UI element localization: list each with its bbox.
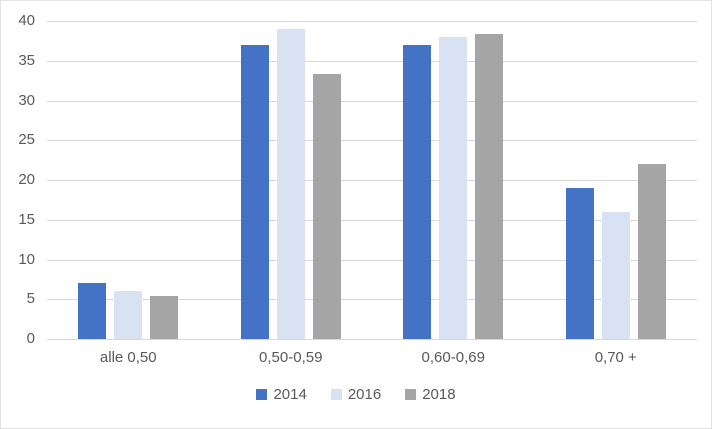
bar-2018: [637, 164, 666, 339]
x-axis-label: 0,70 +: [594, 349, 637, 366]
bar-2016: [439, 37, 468, 339]
gridline: [47, 180, 697, 181]
bar-2018: [150, 296, 179, 339]
gridline: [47, 299, 697, 300]
y-tick-label: 40: [18, 12, 35, 29]
x-axis: alle 0,50 0,50-0,59 0,60-0,69 0,70 +: [47, 349, 697, 366]
legend-item-2018: 2018: [405, 386, 456, 403]
y-tick-label: 30: [18, 92, 35, 109]
legend-label: 2016: [347, 386, 382, 403]
plot-area: [47, 21, 697, 339]
bar-group: [372, 21, 535, 339]
y-tick-label: 15: [18, 211, 35, 228]
bar-2016: [276, 29, 305, 339]
y-tick-label: 25: [18, 131, 35, 148]
bar-2018: [475, 34, 504, 339]
bar-2016: [601, 212, 630, 339]
gridline: [47, 220, 697, 221]
y-tick-label: 10: [18, 251, 35, 268]
gridline: [47, 101, 697, 102]
bar-2014: [240, 45, 269, 339]
bar-2016: [114, 291, 143, 339]
x-axis-label: alle 0,50: [99, 349, 157, 366]
bar-2014: [78, 283, 107, 339]
legend-label: 2018: [422, 386, 456, 403]
legend-item-2014: 2014: [256, 386, 307, 403]
gridline: [47, 140, 697, 141]
bar-group: [47, 21, 210, 339]
x-axis-label: 0,60-0,69: [421, 349, 485, 366]
y-tick-label: 5: [26, 290, 35, 307]
y-tick-label: 20: [18, 171, 35, 188]
bar-2018: [312, 74, 341, 339]
y-tick-label: 0: [26, 330, 35, 347]
bar-group: [535, 21, 698, 339]
legend-item-2016: 2016: [330, 386, 382, 403]
x-axis-label: 0,50-0,59: [259, 349, 323, 366]
legend: 2014 2016 2018: [1, 386, 711, 403]
gridline: [47, 61, 697, 62]
gridline: [47, 21, 697, 22]
bar-group: [210, 21, 373, 339]
gridline: [47, 260, 697, 261]
legend-marker-icon: [330, 389, 342, 400]
legend-marker-icon: [405, 389, 417, 400]
bar-2014: [403, 45, 432, 339]
gridline: [47, 339, 697, 340]
bar-2014: [565, 188, 594, 339]
legend-marker-icon: [256, 389, 268, 400]
y-tick-label: 35: [18, 52, 35, 69]
legend-label: 2014: [273, 386, 307, 403]
